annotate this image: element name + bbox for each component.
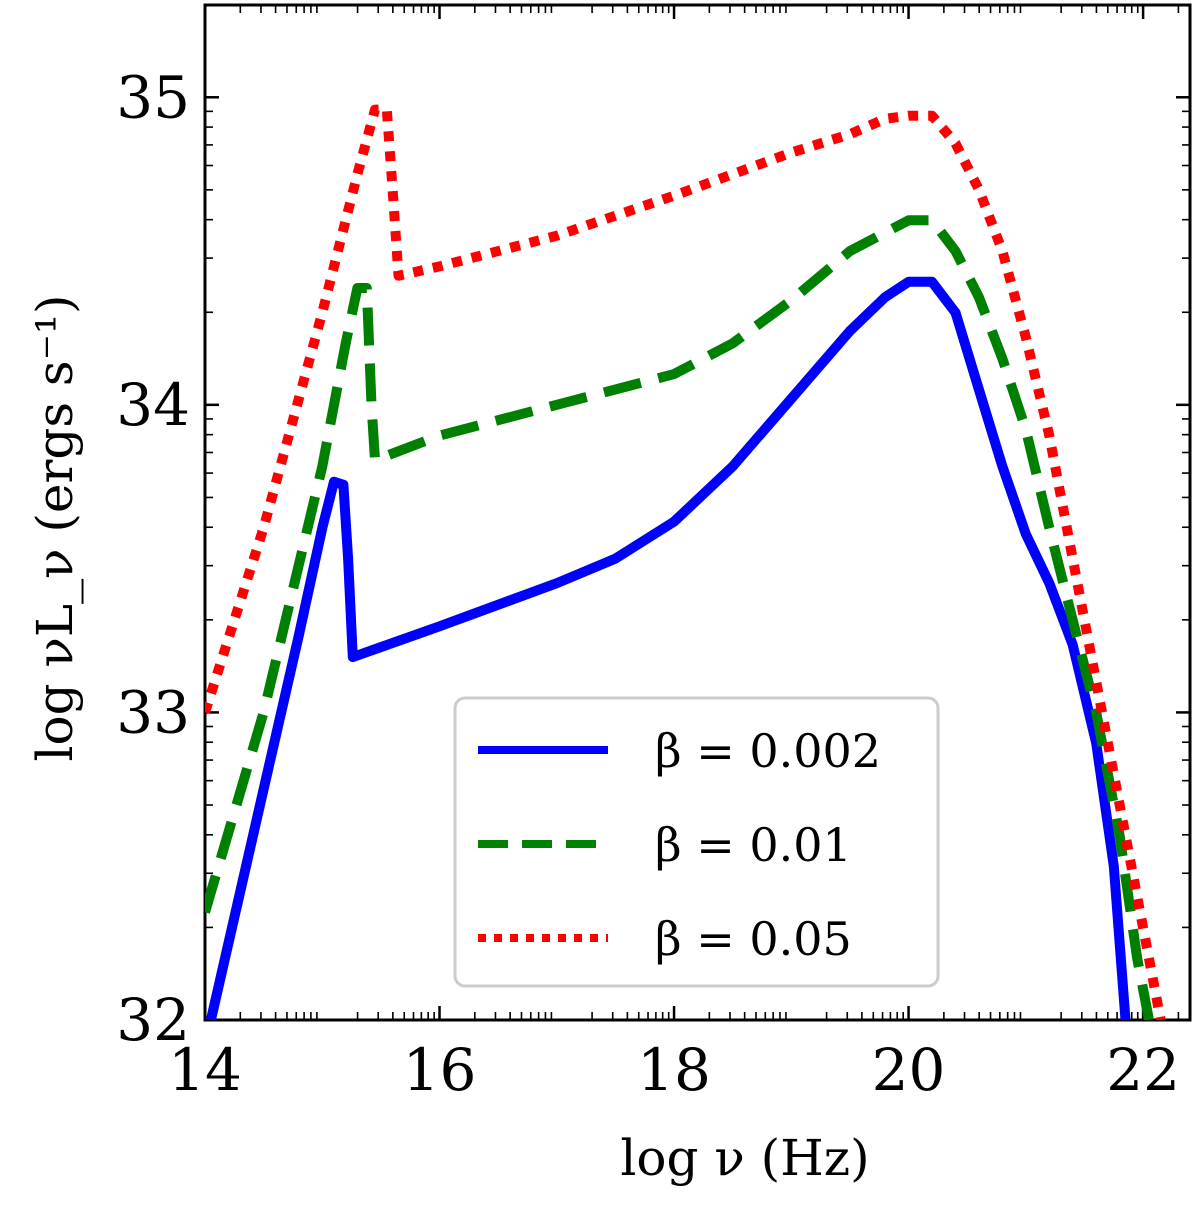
series-line-1 xyxy=(206,276,1131,1020)
legend-box xyxy=(453,696,940,988)
x-axis-label: log ν (Hz) xyxy=(620,1129,869,1187)
y-tick-label: 34 xyxy=(116,371,190,439)
axis-tick-labels: 14 16 18 20 22 32 33 34 35 xyxy=(116,63,1180,1104)
legend-label-3: β = 0.05 xyxy=(655,912,852,966)
y-tick-label: 33 xyxy=(116,678,190,746)
x-tick-label: 22 xyxy=(1106,1036,1180,1104)
plot-frame xyxy=(203,3,1192,1022)
legend-label-1: β = 0.002 xyxy=(655,724,881,778)
x-tick-label: 18 xyxy=(637,1036,711,1104)
y-tick-label: 35 xyxy=(116,63,190,131)
series-line-2 xyxy=(205,215,1154,1020)
legend: β = 0.002 β = 0.01 β = 0.05 xyxy=(453,696,940,988)
x-tick-label: 20 xyxy=(872,1036,946,1104)
x-tick-label: 16 xyxy=(403,1036,477,1104)
legend-label-2: β = 0.01 xyxy=(655,818,852,872)
x-tick-label: 14 xyxy=(168,1036,242,1104)
y-tick-label: 32 xyxy=(116,986,190,1054)
y-axis-label: log νL_ν (ergs s⁻¹) xyxy=(26,294,84,761)
series-lines xyxy=(205,104,1166,1020)
